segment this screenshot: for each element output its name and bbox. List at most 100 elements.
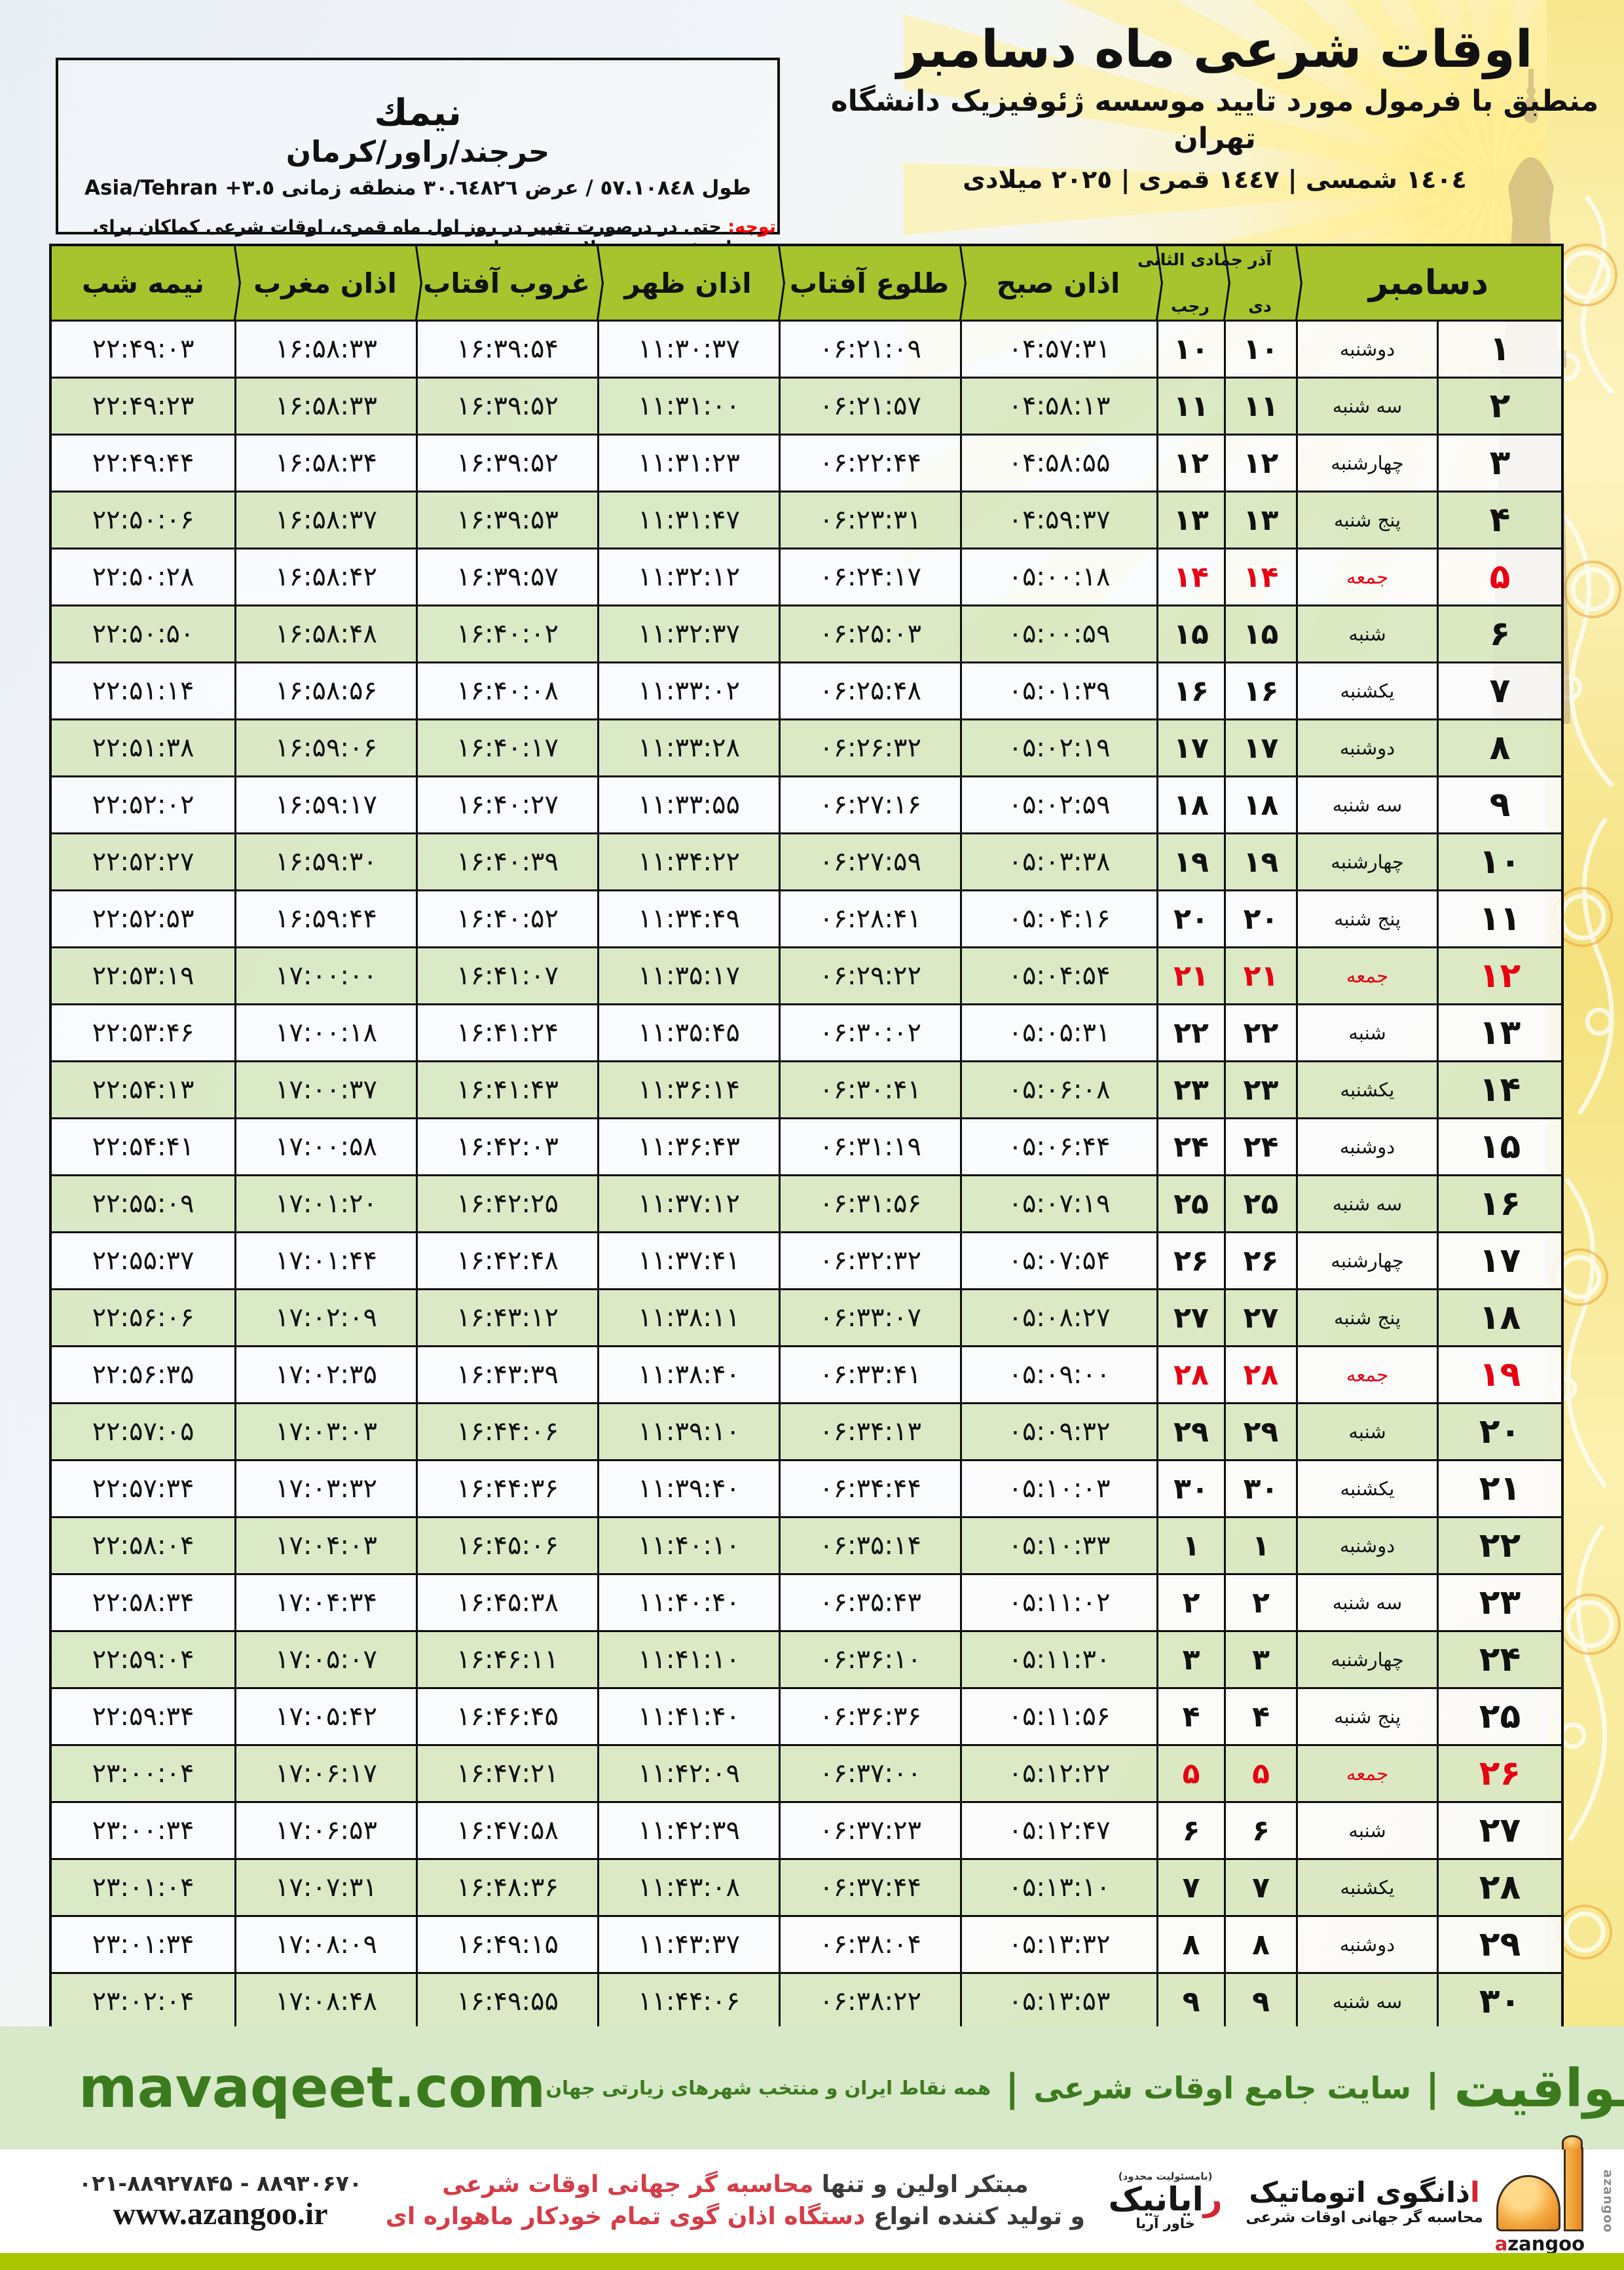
december-day: ۱۲	[1437, 948, 1561, 1003]
jalali-date: ۲۰	[1224, 891, 1296, 946]
weekday-name: پنج شنبه	[1296, 1689, 1437, 1744]
december-day: ۱۴	[1437, 1062, 1561, 1117]
hijri-date: ۶	[1156, 1803, 1224, 1858]
table-row: ۱۶ سه شنبه ۲۵ ۲۵ ۰۵:۰۷:۱۹ ۰۶:۳۱:۵۶ ۱۱:۳۷…	[52, 1174, 1561, 1231]
table-row: ۲۸ یکشنبه ۷ ۷ ۰۵:۱۳:۱۰ ۰۶:۳۷:۴۴ ۱۱:۴۳:۰۸…	[52, 1858, 1561, 1915]
december-day: ۷	[1437, 663, 1561, 718]
jalali-date: ۲۲	[1224, 1005, 1296, 1060]
midnight-time: ۲۲:۵۱:۱۴	[92, 676, 194, 706]
rayanik-rest: ایانیک	[1108, 2180, 1204, 2218]
weekday-name: پنج شنبه	[1296, 891, 1437, 946]
azangoo-title-rest: ذانگوی اتوماتیک	[1249, 2176, 1470, 2209]
dhuhr-time: ۱۱:۳۸:۴۰	[597, 1347, 779, 1402]
table-row: ۲۱ یکشنبه ۳۰ ۳۰ ۰۵:۱۰:۰۳ ۰۶:۳۴:۴۴ ۱۱:۳۹:…	[52, 1459, 1561, 1516]
sunrise-time: ۰۶:۲۲:۴۴	[779, 436, 960, 491]
midnight-time: ۲۲:۵۲:۲۷	[92, 847, 194, 877]
weekday-name: جمعه	[1296, 948, 1437, 1003]
hijri-date: ۲۳	[1156, 1062, 1224, 1117]
bottom-footer: ۰۲۱-۸۸۹۲۷۸۴۵ - ۸۸۹۳۰۶۷۰ www.azangoo.ir م…	[0, 2135, 1624, 2255]
producer-line1-dark: مبتکر اولین و تنها	[813, 2171, 1029, 2199]
hijri-date: ۱۲	[1156, 436, 1224, 491]
sunset-time: ۱۶:۳۹:۵۲	[416, 436, 597, 491]
rayanik-note: (بامسئولیت محدود)	[1118, 2170, 1213, 2182]
table-row: ۱۲ جمعه ۲۱ ۲۱ ۰۵:۰۴:۵۴ ۰۶:۲۹:۲۲ ۱۱:۳۵:۱۷…	[52, 946, 1561, 1003]
hijri-date: ۲۴	[1156, 1119, 1224, 1174]
fajr-time: ۰۵:۰۸:۲۷	[960, 1290, 1156, 1345]
jalali-date: ۳	[1224, 1632, 1296, 1687]
weekday-name: دوشنبه	[1296, 1119, 1437, 1174]
midnight-time: ۲۳:۰۰:۳۴	[92, 1815, 194, 1846]
jalali-date: ۹	[1224, 1974, 1296, 2029]
fajr-time: ۰۵:۰۹:۳۲	[960, 1404, 1156, 1459]
hijri-date: ۷	[1156, 1860, 1224, 1915]
maghrib-time: ۱۷:۰۱:۲۰	[234, 1176, 416, 1231]
hijri-date: ۱۹	[1156, 834, 1224, 889]
separator: |	[1426, 2066, 1440, 2110]
header-maghrib: اذان مغرب	[234, 246, 416, 320]
rayanik-first-letter: ر	[1203, 2180, 1223, 2218]
fajr-time: ۰۵:۱۰:۰۳	[960, 1461, 1156, 1516]
midnight-time: ۲۲:۵۶:۳۵	[92, 1360, 194, 1390]
table-row: ۳۰ سه شنبه ۹ ۹ ۰۵:۱۳:۵۳ ۰۶:۳۸:۲۲ ۱۱:۴۴:۰…	[52, 1972, 1561, 2029]
header-sunset: غروب آفتاب	[416, 246, 597, 320]
sunset-time: ۱۶:۴۰:۱۷	[416, 720, 597, 775]
azangoo-word-a: a	[1494, 2233, 1508, 2255]
sunset-time: ۱۶:۴۴:۳۶	[416, 1461, 597, 1516]
vertical-azangoo-mark: azangoo	[1600, 2169, 1615, 2233]
sunset-time: ۱۶:۴۵:۳۸	[416, 1575, 597, 1630]
maghrib-time: ۱۷:۰۲:۰۹	[234, 1290, 416, 1345]
sunset-time: ۱۶:۴۰:۰۲	[416, 606, 597, 661]
table-row: ۲۲ دوشنبه ۱ ۱ ۰۵:۱۰:۳۳ ۰۶:۳۵:۱۴ ۱۱:۴۰:۱۰…	[52, 1516, 1561, 1573]
dhuhr-time: ۱۱:۴۰:۴۰	[597, 1575, 779, 1630]
fajr-time: ۰۴:۵۸:۱۳	[960, 379, 1156, 434]
sunrise-time: ۰۶:۲۳:۳۱	[779, 493, 960, 548]
fajr-time: ۰۵:۰۷:۱۹	[960, 1176, 1156, 1231]
dhuhr-time: ۱۱:۳۴:۴۹	[597, 891, 779, 946]
producer-line-1: مبتکر اولین و تنها محاسبه گر جهانی اوقات…	[386, 2169, 1085, 2201]
maghrib-time: ۱۶:۵۸:۳۳	[234, 322, 416, 377]
sunrise-time: ۰۶:۲۵:۴۸	[779, 663, 960, 718]
hijri-date: ۳۰	[1156, 1461, 1224, 1516]
azangoo-title: اذانگوی اتوماتیک	[1246, 2176, 1483, 2209]
maghrib-time: ۱۷:۰۶:۱۷	[234, 1746, 416, 1801]
sunrise-time: ۰۶:۳۵:۱۴	[779, 1518, 960, 1573]
fajr-time: ۰۵:۰۲:۵۹	[960, 777, 1156, 832]
sunrise-time: ۰۶:۲۱:۵۷	[779, 379, 960, 434]
fajr-time: ۰۵:۰۰:۱۸	[960, 549, 1156, 605]
jalali-date: ۱	[1224, 1518, 1296, 1573]
jalali-date: ۲۶	[1224, 1233, 1296, 1288]
sunset-time: ۱۶:۴۴:۰۶	[416, 1404, 597, 1459]
midnight-time: ۲۲:۵۲:۰۲	[92, 790, 194, 820]
sunset-time: ۱۶:۳۹:۵۳	[416, 493, 597, 548]
header-jalali-bottom: دی	[1248, 297, 1272, 316]
sunrise-time: ۰۶:۲۴:۱۷	[779, 549, 960, 605]
maghrib-time: ۱۷:۰۴:۳۴	[234, 1575, 416, 1630]
fajr-time: ۰۵:۰۲:۱۹	[960, 720, 1156, 775]
weekday-name: پنج شنبه	[1296, 493, 1437, 548]
jalali-date: ۴	[1224, 1689, 1296, 1744]
dhuhr-time: ۱۱:۴۳:۰۸	[597, 1860, 779, 1915]
hijri-date: ۱۷	[1156, 720, 1224, 775]
maghrib-time: ۱۷:۰۰:۱۸	[234, 1005, 416, 1060]
dhuhr-time: ۱۱:۳۹:۴۰	[597, 1461, 779, 1516]
table-row: ۱۹ جمعه ۲۸ ۲۸ ۰۵:۰۹:۰۰ ۰۶:۳۳:۴۱ ۱۱:۳۸:۴۰…	[52, 1345, 1561, 1402]
jalali-date: ۲۷	[1224, 1290, 1296, 1345]
december-day: ۱	[1437, 322, 1561, 377]
sunset-time: ۱۶:۴۳:۱۲	[416, 1290, 597, 1345]
weekday-name: پنج شنبه	[1296, 1290, 1437, 1345]
dhuhr-time: ۱۱:۴۲:۰۹	[597, 1746, 779, 1801]
azangoo-logo: azangoo اذانگوی اتوماتیک محاسبه گر جهانی…	[1246, 2135, 1585, 2255]
dhuhr-time: ۱۱:۳۸:۱۱	[597, 1290, 779, 1345]
table-row: ۲۹ دوشنبه ۸ ۸ ۰۵:۱۳:۳۲ ۰۶:۳۸:۰۴ ۱۱:۴۳:۳۷…	[52, 1915, 1561, 1972]
table-row: ۱۵ دوشنبه ۲۴ ۲۴ ۰۵:۰۶:۴۴ ۰۶:۳۱:۱۹ ۱۱:۳۶:…	[52, 1117, 1561, 1174]
jalali-date: ۶	[1224, 1803, 1296, 1858]
maghrib-time: ۱۶:۵۹:۴۴	[234, 891, 416, 946]
sunset-time: ۱۶:۳۹:۵۷	[416, 549, 597, 605]
header-dhuhr: اذان ظهر	[597, 246, 779, 320]
weekday-name: جمعه	[1296, 1746, 1437, 1801]
header-december: دسامبر	[1296, 246, 1561, 320]
jalali-date: ۲۱	[1224, 948, 1296, 1003]
midnight-time: ۲۲:۵۳:۴۶	[92, 1018, 194, 1048]
dhuhr-time: ۱۱:۳۶:۱۴	[597, 1062, 779, 1117]
mavaqeet-fa-block: مـواقیت | سایت جامع اوقات شرعی | همه نقا…	[545, 2058, 1624, 2119]
